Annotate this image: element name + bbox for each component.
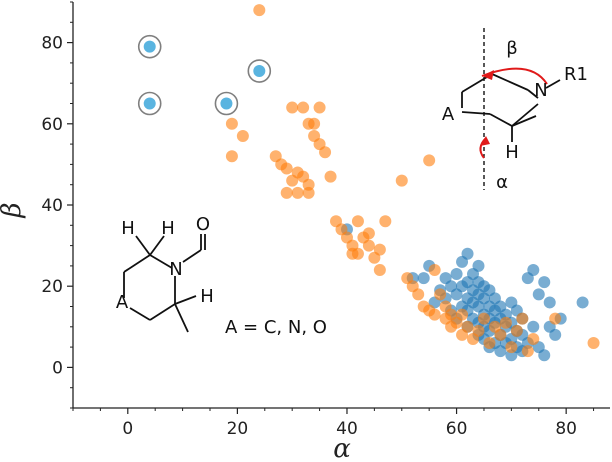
y-tick-label: 80 (41, 34, 63, 54)
x-tick-label: 60 (446, 419, 468, 439)
highlight-ring (214, 91, 239, 116)
y-axis-label: β (0, 202, 27, 218)
right-mol-h-label: H (505, 142, 519, 163)
data-point-orange (499, 316, 512, 329)
left-mol-h1-label: H (121, 218, 135, 239)
data-point-orange (225, 150, 238, 163)
data-point-blue (417, 272, 430, 285)
data-point-orange (225, 117, 238, 130)
left-mol-a-label: A (116, 292, 129, 313)
axis-ticks: 0 20 40 60 80 0 20 40 60 80 (41, 1, 595, 439)
data-point-orange (423, 154, 436, 167)
data-point-orange (428, 263, 441, 276)
data-point-orange (521, 345, 534, 358)
x-tick-label: 80 (555, 419, 577, 439)
x-tick-label: 0 (122, 419, 133, 439)
data-point-orange (395, 174, 408, 187)
highlight-point (220, 97, 233, 110)
highlight-ring (137, 34, 162, 59)
highlight-point (253, 65, 266, 78)
data-point-blue (538, 276, 551, 289)
data-point-orange (379, 215, 392, 228)
y-tick-label: 20 (41, 277, 63, 297)
data-point-orange (527, 332, 540, 345)
data-point-blue (450, 268, 463, 281)
data-point-orange (297, 101, 310, 114)
data-point-orange (351, 247, 364, 260)
data-point-orange (253, 4, 266, 17)
data-point-orange (373, 263, 386, 276)
data-point-blue (472, 259, 485, 272)
left-mol-o-label: O (196, 214, 210, 235)
right-mol-r1-label: R1 (564, 64, 588, 85)
data-point-blue (538, 349, 551, 362)
data-point-blue (527, 263, 540, 276)
data-point-orange (587, 337, 600, 350)
data-point-orange (456, 308, 469, 321)
x-tick-label: 40 (336, 419, 358, 439)
y-tick-label: 40 (41, 196, 63, 216)
right-mol-alpha-label: α (496, 172, 508, 193)
data-point-orange (516, 312, 529, 325)
data-point-orange (494, 328, 507, 341)
left-mol-h3-label: H (200, 286, 214, 307)
x-tick-label: 20 (227, 419, 249, 439)
highlight-point (143, 40, 156, 53)
data-point-orange (286, 101, 299, 114)
left-mol-n-label: N (169, 259, 182, 280)
data-point-blue (543, 296, 556, 309)
data-point-orange (373, 243, 386, 256)
data-point-blue (549, 328, 562, 341)
right-mol-a-label: A (442, 104, 455, 125)
data-point-blue (527, 320, 540, 333)
right-molecule-structure: β N R1 A H α (442, 28, 588, 193)
x-axis-label: α (333, 434, 351, 462)
data-point-orange (428, 308, 441, 321)
data-point-orange (461, 320, 474, 333)
data-point-orange (319, 146, 332, 159)
data-point-orange (324, 170, 337, 183)
data-point-orange (505, 341, 518, 354)
substituent-note: A = C, N, O (225, 317, 327, 338)
left-molecule-structure: H H N O A H (116, 214, 214, 333)
y-tick-label: 60 (41, 115, 63, 135)
right-mol-beta-label: β (506, 38, 518, 59)
data-point-orange (351, 215, 364, 228)
data-point-orange (280, 162, 293, 175)
data-point-orange (302, 186, 315, 199)
data-point-orange (236, 129, 249, 142)
data-point-orange (280, 186, 293, 199)
data-point-orange (434, 288, 447, 301)
data-point-orange (472, 324, 485, 337)
highlight-point (143, 97, 156, 110)
data-point-orange (362, 227, 375, 240)
data-points (137, 4, 600, 362)
data-point-orange (483, 337, 496, 350)
highlight-ring (247, 59, 272, 83)
highlight-ring (137, 91, 162, 116)
data-point-orange (549, 312, 562, 325)
data-point-blue (532, 288, 545, 301)
data-point-orange (291, 186, 304, 199)
data-point-blue (461, 247, 474, 260)
left-mol-h2-label: H (161, 218, 175, 239)
y-tick-label: 0 (52, 358, 63, 378)
data-point-orange (362, 239, 375, 252)
data-point-blue (576, 296, 589, 309)
right-mol-n-label: N (534, 80, 547, 101)
data-point-orange (477, 312, 490, 325)
data-point-orange (510, 324, 523, 337)
data-point-orange (412, 288, 425, 301)
data-point-orange (313, 101, 326, 114)
data-point-orange (308, 117, 321, 130)
